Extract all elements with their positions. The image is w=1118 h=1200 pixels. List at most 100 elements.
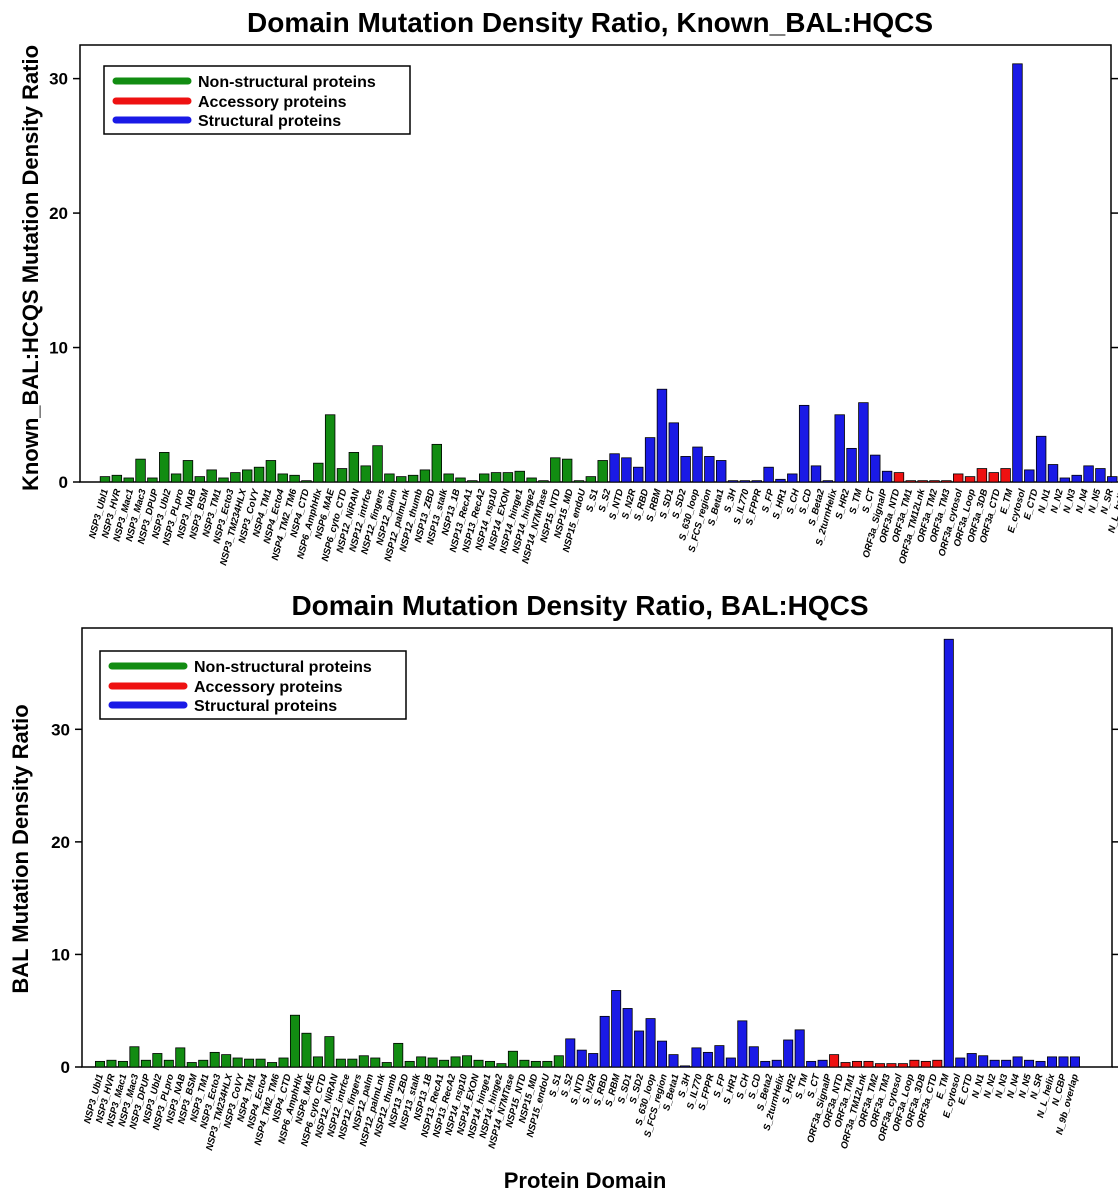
bar — [348, 452, 360, 483]
y-tick-label: 20 — [49, 204, 68, 223]
bar — [462, 1055, 473, 1068]
bar — [852, 1060, 863, 1068]
chart-top-legend: Non-structural proteins Accessory protei… — [103, 65, 411, 135]
bar — [232, 1057, 243, 1068]
bar — [123, 477, 134, 483]
chart-bottom-y-ticks: 0 10 20 30 — [51, 720, 1118, 1077]
bar — [1059, 477, 1071, 483]
bar — [905, 480, 917, 483]
bar — [634, 1030, 645, 1068]
bar — [502, 472, 514, 483]
bar — [829, 1054, 840, 1068]
bar — [692, 446, 703, 483]
bar — [1000, 468, 1011, 483]
bar — [419, 469, 431, 483]
bar — [1001, 1059, 1012, 1068]
bar — [372, 445, 383, 483]
bar — [1024, 1059, 1035, 1068]
bar — [496, 1063, 507, 1068]
bar — [585, 476, 597, 483]
bar — [874, 1063, 885, 1068]
bar — [988, 472, 999, 483]
bar — [170, 473, 182, 483]
bar — [932, 1059, 943, 1068]
bar — [244, 1058, 255, 1068]
bar — [324, 414, 336, 483]
bar — [725, 1057, 736, 1068]
bar — [530, 1060, 541, 1068]
bar — [822, 480, 834, 483]
bar — [976, 468, 988, 483]
bar — [1035, 435, 1047, 483]
bar — [953, 473, 964, 483]
legend-label-structural: Structural proteins — [198, 113, 341, 130]
bar — [194, 476, 206, 483]
bar — [550, 457, 561, 483]
bar — [159, 452, 170, 483]
bar — [702, 1051, 713, 1068]
bar — [407, 474, 419, 483]
bar — [810, 465, 822, 483]
chart-top-bars — [99, 63, 1118, 483]
bar — [416, 1056, 427, 1068]
bar — [301, 480, 312, 483]
legend-label-accessory: Accessory proteins — [194, 679, 343, 696]
bar — [1095, 468, 1106, 483]
bar — [301, 1032, 312, 1068]
bar — [771, 1059, 782, 1068]
bar — [455, 477, 466, 483]
bar — [507, 1050, 518, 1068]
bar — [335, 1058, 346, 1068]
bar — [450, 1056, 461, 1068]
bar — [622, 1008, 633, 1068]
bar — [324, 1036, 335, 1068]
bar — [966, 1053, 977, 1068]
bar — [727, 480, 739, 483]
chart-bottom-xlabel: Protein Domain — [504, 1168, 667, 1193]
bar — [396, 476, 407, 483]
bar — [714, 1045, 725, 1068]
bar — [526, 477, 537, 483]
bar — [336, 468, 348, 483]
chart-top-title: Domain Mutation Density Ratio, Known_BAL… — [247, 7, 933, 38]
bar — [573, 480, 585, 483]
legend-label-nonstructural: Non-structural proteins — [198, 74, 376, 91]
bar — [863, 1060, 874, 1068]
bar — [978, 1055, 989, 1068]
bar — [668, 1054, 679, 1068]
bar — [893, 472, 905, 483]
legend-label-accessory: Accessory proteins — [198, 94, 347, 111]
bar — [704, 456, 715, 483]
bar — [117, 1060, 128, 1068]
bar — [277, 473, 288, 483]
bar — [621, 457, 632, 483]
bar — [739, 480, 751, 483]
bar — [611, 990, 622, 1068]
bar — [783, 1039, 794, 1068]
bar — [1024, 469, 1035, 483]
bar — [645, 1018, 656, 1068]
bar — [267, 1062, 278, 1068]
bar — [241, 469, 253, 483]
legend-label-structural: Structural proteins — [194, 698, 337, 715]
bar — [313, 462, 324, 483]
x-tick-label: N_L_helix — [1106, 487, 1118, 534]
bar — [955, 1057, 966, 1068]
bar — [917, 480, 928, 483]
bar — [897, 1063, 908, 1068]
y-tick-label: 30 — [49, 70, 68, 89]
bar — [964, 476, 976, 483]
chart-top-ylabel: Known_BAL:HCQS Mutation Density Ratio — [18, 45, 43, 491]
bar — [943, 638, 954, 1068]
bar — [111, 474, 123, 483]
bar — [384, 473, 395, 483]
bar — [1012, 1056, 1023, 1068]
bar — [312, 1056, 323, 1068]
bar — [490, 472, 502, 483]
bar — [609, 453, 620, 483]
bar — [1047, 1056, 1058, 1068]
bar — [347, 1058, 358, 1068]
bar — [656, 388, 668, 483]
bar — [737, 1020, 748, 1068]
